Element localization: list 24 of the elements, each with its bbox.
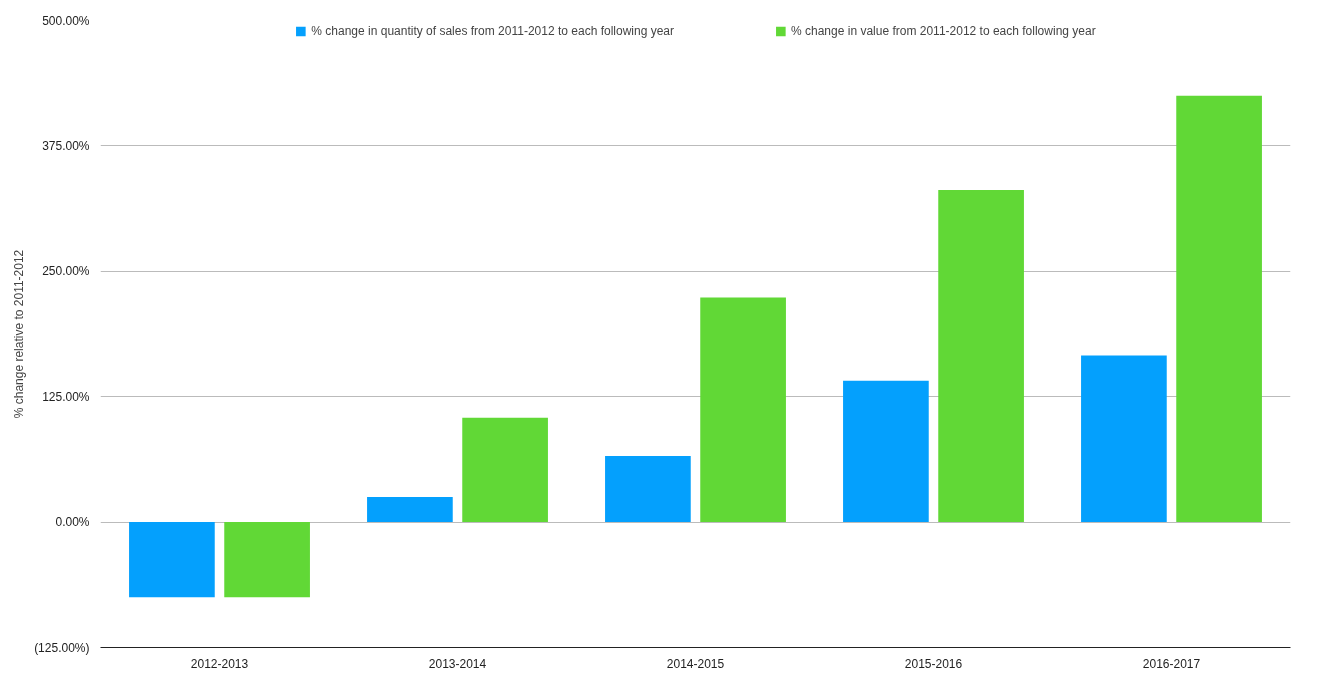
bar bbox=[462, 417, 548, 523]
bar bbox=[1176, 95, 1262, 523]
x-tick-label: 2012-2013 bbox=[190, 656, 249, 671]
y-tick-label: 375.00% bbox=[42, 138, 90, 153]
bar bbox=[605, 455, 691, 523]
bar bbox=[700, 297, 786, 523]
x-tick-label: 2013-2014 bbox=[428, 656, 487, 671]
x-tick-label: 2014-2015 bbox=[666, 656, 725, 671]
bar bbox=[367, 497, 453, 523]
y-tick-label: (125.00%) bbox=[34, 640, 90, 655]
legend-label: % change in value from 2011-2012 to each following year bbox=[791, 24, 1096, 38]
bar bbox=[843, 380, 929, 523]
bar bbox=[1081, 355, 1167, 523]
legend-label: % change in quantity of sales from 2011-2012 to each following year bbox=[311, 24, 675, 38]
y-axis-title: % change relative to 2011-2012 bbox=[12, 249, 27, 419]
x-tick-label: 2016-2017 bbox=[1142, 656, 1201, 671]
bar bbox=[129, 522, 215, 598]
y-tick-label: 250.00% bbox=[42, 264, 90, 279]
y-tick-label: 0.00% bbox=[55, 515, 90, 530]
y-tick-label: 500.00% bbox=[42, 13, 90, 28]
y-tick-label: 125.00% bbox=[42, 389, 90, 404]
bar bbox=[938, 190, 1024, 523]
bar bbox=[224, 522, 310, 598]
x-tick-label: 2015-2016 bbox=[904, 656, 963, 671]
